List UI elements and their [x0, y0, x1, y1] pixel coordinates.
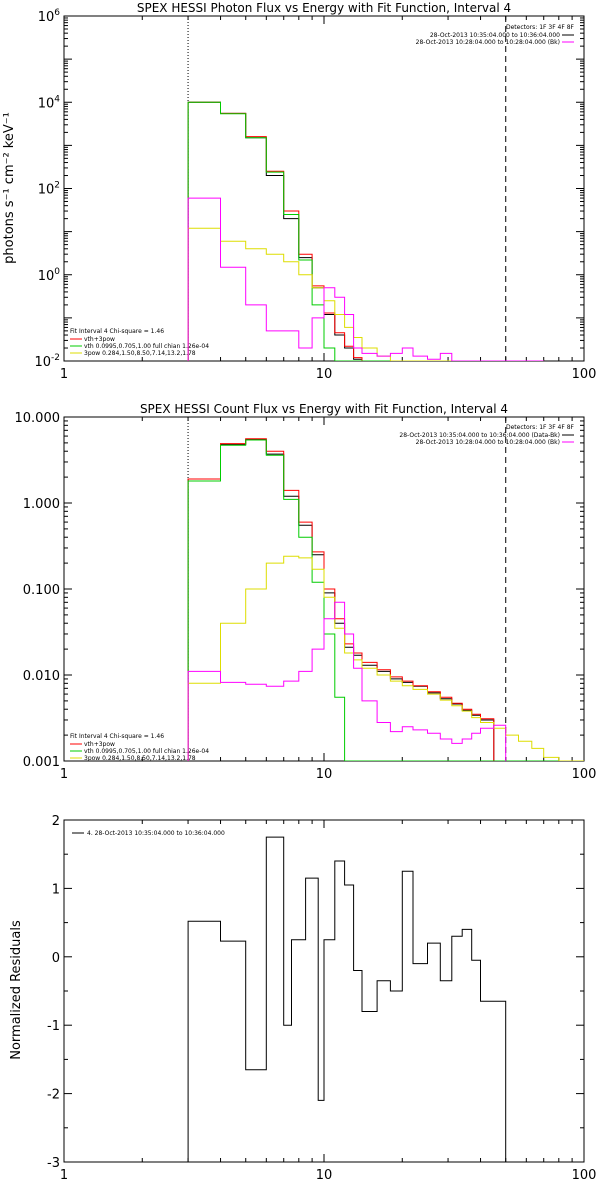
photon-flux-y-tick-label: 106	[38, 8, 61, 25]
residuals-y-axis-label: Normalized Residuals	[9, 920, 24, 1060]
count-flux-y-tick-label: 0.010	[23, 669, 60, 684]
photon-flux-x-tick-label: 100	[572, 367, 597, 382]
photon-flux-detectors-label: Detectors: 1F 3F 4F 8F	[506, 24, 575, 31]
photon-flux-legend-vth: vth 0.0995,0.705,1.00 full chian 1.26e-0…	[84, 343, 209, 350]
count-flux-legend-vth3pow: vth+3pow	[84, 741, 115, 748]
count-flux-legend-bk: 28-Oct-2013 10:28:04.000 to 10:28:04.000…	[416, 439, 560, 446]
photon-flux-legend-data: 28-Oct-2013 10:35:04.000 to 10:36:04.000	[430, 32, 560, 39]
count-flux-series-3	[187, 555, 584, 761]
photon-flux-y-tick-label: 102	[38, 181, 60, 198]
residuals-y-tick-label: -1	[47, 1019, 60, 1034]
photon-flux-fit-header: Fit Interval 4 Chi-square = 1.46	[70, 328, 164, 335]
photon-flux-y-tick-label: 100	[38, 267, 61, 284]
photon-flux-legend-bk: 28-Oct-2013 10:28:04.000 to 10:28:04.000…	[416, 39, 560, 46]
count-flux-legend-vth: vth 0.0995,0.705,1.00 full chian 1.26e-0…	[84, 748, 209, 755]
residuals-y-tick-label: -2	[47, 1088, 60, 1103]
residuals-panel: Normalized Residuals 4. 28-Oct-2013 10:3…	[9, 814, 596, 1183]
photon-flux-title: SPEX HESSI Photon Flux vs Energy with Fi…	[137, 1, 511, 15]
residuals-series-0	[187, 836, 507, 1162]
photon-flux-series-0	[187, 101, 544, 361]
photon-flux-panel: SPEX HESSI Photon Flux vs Energy with Fi…	[2, 1, 596, 382]
residuals-x-tick-label: 10	[316, 1168, 333, 1183]
photon-flux-legend-vth3pow: vth+3pow	[84, 336, 115, 343]
count-flux-y-tick-label: 0.100	[23, 583, 60, 598]
residuals-y-tick-label: 1	[52, 882, 60, 897]
count-flux-x-tick-label: 100	[572, 767, 597, 782]
count-flux-y-tick-label: 0.001	[23, 755, 60, 770]
count-flux-series-1	[187, 438, 495, 761]
residuals-y-tick-label: -3	[47, 1156, 60, 1171]
residuals-x-tick-label: 1	[60, 1168, 68, 1183]
photon-flux-series-3	[187, 227, 544, 361]
residuals-legend-entry: 4. 28-Oct-2013 10:35:04.000 to 10:36:04.…	[87, 830, 225, 837]
count-flux-series-4	[187, 601, 507, 761]
count-flux-x-tick-label: 10	[316, 767, 333, 782]
count-flux-y-tick-label: 10.000	[15, 411, 61, 426]
photon-flux-series-2	[187, 101, 544, 361]
residuals-y-tick-label: 0	[52, 951, 60, 966]
photon-flux-series-4	[187, 197, 544, 361]
count-flux-series-2	[187, 439, 584, 761]
photon-flux-y-axis-label: photons s⁻¹ cm⁻² keV⁻¹	[2, 112, 17, 264]
count-flux-y-tick-label: 1.000	[23, 497, 60, 512]
photon-flux-legend-3pow: 3pow 0.284,1.50,8.50,7.14,13.2,1.78	[84, 350, 196, 357]
photon-flux-series-1	[187, 101, 544, 361]
photon-flux-x-tick-label: 10	[316, 367, 333, 382]
count-flux-series-0	[187, 438, 495, 761]
residuals-x-tick-label: 100	[572, 1168, 597, 1183]
count-flux-panel: SPEX HESSI Count Flux vs Energy with Fit…	[15, 402, 597, 782]
photon-flux-y-tick-label: 10-2	[34, 353, 60, 370]
count-flux-legend-data: 28-Oct-2013 10:35:04.000 to 10:36:04.000…	[399, 432, 560, 439]
count-flux-legend-3pow: 3pow 0.284,1.50,8.50,7.14,13.2,1.78	[84, 755, 196, 762]
residuals-y-tick-label: 2	[52, 814, 60, 829]
count-flux-x-tick-label: 1	[60, 767, 68, 782]
count-flux-fit-header: Fit Interval 4 Chi-square = 1.46	[70, 733, 164, 740]
count-flux-title: SPEX HESSI Count Flux vs Energy with Fit…	[140, 402, 508, 416]
photon-flux-y-tick-label: 104	[38, 94, 61, 111]
photon-flux-x-tick-label: 1	[60, 367, 68, 382]
count-flux-detectors-label: Detectors: 1F 3F 4F 8F	[506, 424, 575, 431]
